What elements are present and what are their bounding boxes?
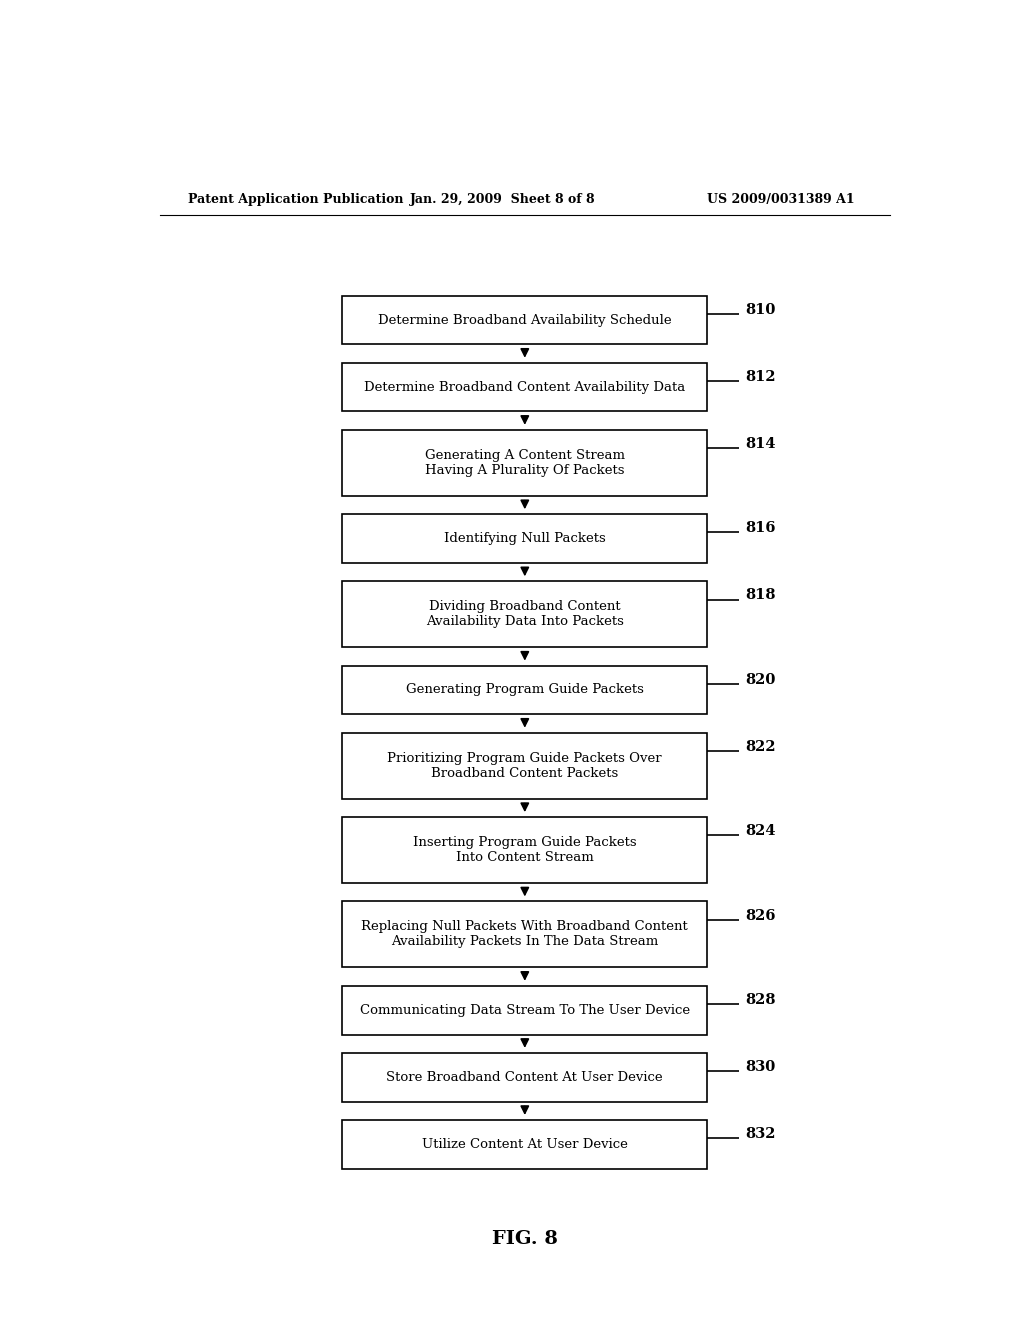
Text: Store Broadband Content At User Device: Store Broadband Content At User Device (386, 1071, 664, 1084)
Text: Dividing Broadband Content
Availability Data Into Packets: Dividing Broadband Content Availability … (426, 601, 624, 628)
Text: 818: 818 (745, 589, 776, 602)
Text: Determine Broadband Availability Schedule: Determine Broadband Availability Schedul… (378, 314, 672, 326)
Text: 810: 810 (745, 302, 776, 317)
Text: 830: 830 (745, 1060, 775, 1074)
Text: Identifying Null Packets: Identifying Null Packets (444, 532, 605, 545)
Text: FIG. 8: FIG. 8 (492, 1230, 558, 1247)
Text: Replacing Null Packets With Broadband Content
Availability Packets In The Data S: Replacing Null Packets With Broadband Co… (361, 920, 688, 949)
Text: 812: 812 (745, 370, 776, 384)
Text: Generating A Content Stream
Having A Plurality Of Packets: Generating A Content Stream Having A Plu… (425, 449, 625, 477)
Bar (342, 902, 708, 968)
Text: 826: 826 (745, 908, 776, 923)
Bar (342, 1119, 708, 1168)
Bar (342, 581, 708, 647)
Bar (342, 1053, 708, 1102)
Bar (342, 430, 708, 496)
Text: Jan. 29, 2009  Sheet 8 of 8: Jan. 29, 2009 Sheet 8 of 8 (410, 193, 595, 206)
Text: 820: 820 (745, 673, 776, 686)
Bar (342, 817, 708, 883)
Text: Communicating Data Stream To The User Device: Communicating Data Stream To The User De… (359, 1003, 690, 1016)
Bar (342, 296, 708, 345)
Text: Determine Broadband Content Availability Data: Determine Broadband Content Availability… (365, 380, 685, 393)
Bar (342, 363, 708, 412)
Text: US 2009/0031389 A1: US 2009/0031389 A1 (708, 193, 855, 206)
Text: Generating Program Guide Packets: Generating Program Guide Packets (406, 684, 644, 697)
Text: 828: 828 (745, 993, 776, 1007)
Text: 814: 814 (745, 437, 776, 451)
Text: Inserting Program Guide Packets
Into Content Stream: Inserting Program Guide Packets Into Con… (413, 836, 637, 865)
Text: Utilize Content At User Device: Utilize Content At User Device (422, 1138, 628, 1151)
Bar (342, 515, 708, 562)
Text: Patent Application Publication: Patent Application Publication (188, 193, 403, 206)
Text: 816: 816 (745, 521, 776, 536)
Bar (342, 986, 708, 1035)
Bar (342, 665, 708, 714)
Bar (342, 733, 708, 799)
Text: 822: 822 (745, 741, 776, 754)
Text: 824: 824 (745, 824, 776, 838)
Text: 832: 832 (745, 1127, 776, 1142)
Text: Prioritizing Program Guide Packets Over
Broadband Content Packets: Prioritizing Program Guide Packets Over … (387, 751, 663, 780)
